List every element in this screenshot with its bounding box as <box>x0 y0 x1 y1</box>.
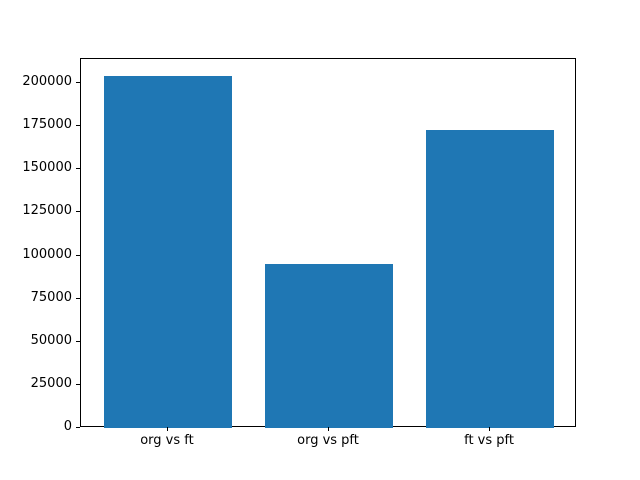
y-tick-mark <box>76 297 80 299</box>
bar-ft-vs-pft <box>425 129 555 428</box>
y-tick-label: 150000 <box>22 160 72 176</box>
y-tick-mark <box>76 340 80 342</box>
x-tick-label: ft vs pft <box>464 433 514 448</box>
y-tick-mark <box>76 427 80 428</box>
y-tick-label: 175000 <box>22 117 72 133</box>
x-tick-label: org vs ft <box>140 433 194 448</box>
y-tick-mark <box>76 168 80 170</box>
y-tick-label: 100000 <box>22 246 72 262</box>
y-tick-mark <box>76 254 80 256</box>
y-tick-label: 25000 <box>30 375 72 391</box>
plot-area <box>80 58 576 428</box>
bar-org-vs-ft <box>103 76 233 428</box>
bar-org-vs-pft <box>264 264 394 428</box>
y-tick-label: 125000 <box>22 203 72 219</box>
y-tick-label: 200000 <box>22 74 72 90</box>
x-tick-mark <box>328 427 329 431</box>
y-tick-label: 75000 <box>30 289 72 305</box>
x-tick-label: org vs pft <box>297 433 359 448</box>
y-tick-label: 50000 <box>30 332 72 348</box>
y-tick-mark <box>76 383 80 385</box>
y-tick-label: 0 <box>63 419 72 434</box>
y-tick-mark <box>76 211 80 213</box>
y-tick-mark <box>76 82 80 84</box>
x-tick-mark <box>489 427 491 431</box>
x-tick-mark <box>166 427 168 431</box>
y-tick-mark <box>76 125 80 127</box>
